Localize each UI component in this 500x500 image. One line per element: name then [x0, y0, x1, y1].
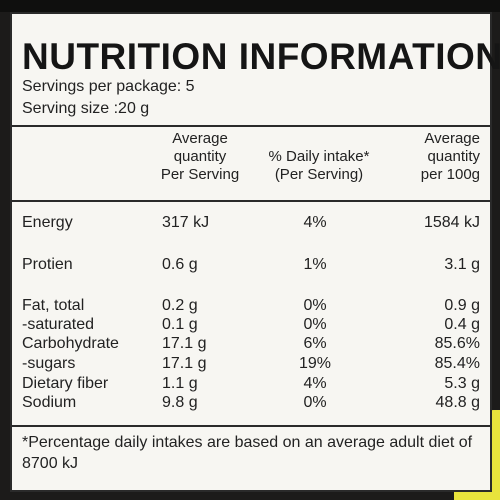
header-daily-intake: % Daily intake* (Per Serving)	[268, 148, 370, 183]
per-100g-value: 48.8 g	[435, 394, 480, 411]
per-100g-value: 5.3 g	[444, 375, 480, 392]
servings-per-package: Servings per package: 5	[22, 78, 195, 95]
daily-intake-value: 0%	[303, 394, 327, 411]
per-100g-value: 0.9 g	[444, 297, 480, 314]
divider-top	[12, 125, 490, 127]
header-per-100g: Average quantity per 100g	[420, 130, 480, 183]
row-label: Sodium	[22, 394, 77, 411]
per-serving-value: 0.2 g	[162, 297, 198, 314]
page-title: NUTRITION INFORMATION	[22, 36, 500, 77]
serving-size: Serving size :20 g	[22, 100, 150, 117]
per-serving-value: 1.1 g	[162, 375, 198, 392]
per-serving-value: 17.1 g	[162, 355, 207, 372]
footnote: *Percentage daily intakes are based on a…	[22, 434, 473, 472]
per-serving-value: 9.8 g	[162, 394, 198, 411]
daily-intake-value: 0%	[303, 297, 327, 314]
per-serving-value: 0.6 g	[162, 256, 198, 273]
row-label: Energy	[22, 214, 73, 231]
row-label: -sugars	[22, 355, 76, 372]
per-serving-value: 17.1 g	[162, 335, 207, 352]
divider-footer	[12, 425, 490, 427]
row-label: Protien	[22, 256, 73, 273]
row-label: Carbohydrate	[22, 335, 119, 352]
per-serving-value: 317 kJ	[162, 214, 210, 231]
per-100g-value: 3.1 g	[444, 256, 480, 273]
nutrition-panel: NUTRITION INFORMATION Servings per packa…	[10, 12, 500, 492]
row-label: Dietary fiber	[22, 375, 109, 392]
daily-intake-value: 19%	[298, 355, 332, 372]
daily-intake-value: 0%	[303, 316, 327, 333]
per-100g-value: 85.6%	[434, 335, 480, 352]
daily-intake-value: 4%	[303, 375, 327, 392]
per-100g-value: 0.4 g	[444, 316, 480, 333]
header-per-serving: Average quantity Per Serving	[160, 130, 240, 183]
background-edge	[0, 0, 500, 12]
daily-intake-value: 6%	[303, 335, 327, 352]
row-label: Fat, total	[22, 297, 85, 314]
per-100g-value: 85.4%	[434, 355, 480, 372]
daily-intake-value: 4%	[303, 214, 327, 231]
per-serving-value: 0.1 g	[162, 316, 198, 333]
per-100g-value: 1584 kJ	[423, 214, 480, 231]
daily-intake-value: 1%	[303, 256, 327, 273]
row-label: -saturated	[22, 316, 95, 333]
divider-header	[12, 200, 490, 202]
